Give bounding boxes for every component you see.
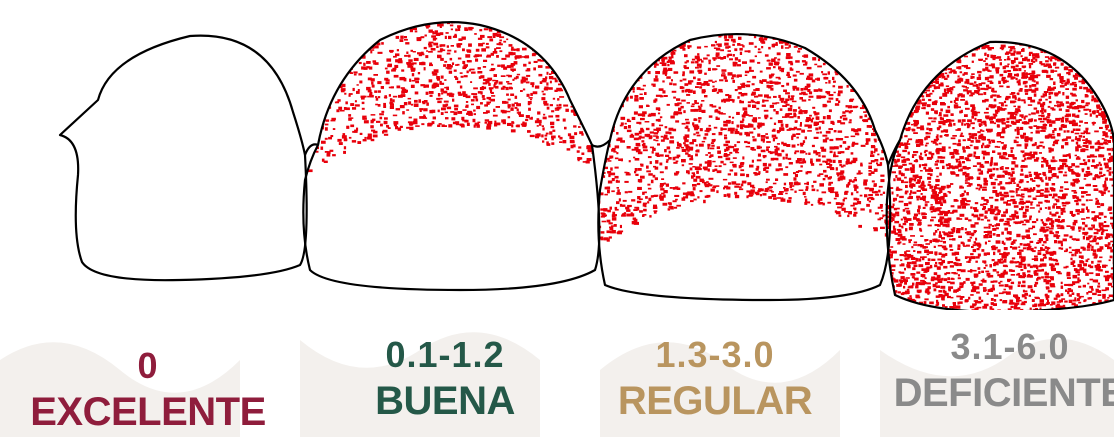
plaque-layer <box>303 22 1114 310</box>
score-buena: 0.1-1.2 <box>385 334 505 375</box>
tooth-outline-buena <box>302 21 601 292</box>
teeth-illustration <box>58 21 1114 310</box>
grade-deficiente: DEFICIENTE <box>893 371 1114 415</box>
score-deficiente: 3.1-6.0 <box>950 326 1070 367</box>
tooth-outline-excelente <box>58 34 308 282</box>
score-excelente: 0 <box>137 345 159 386</box>
category-excelente: 0 EXCELENTE <box>28 345 268 434</box>
gum-notch-1 <box>303 143 319 156</box>
grade-buena: BUENA <box>375 379 515 423</box>
plaque-buena <box>303 22 600 173</box>
plaque-regular <box>598 34 891 242</box>
grade-regular: REGULAR <box>617 379 813 423</box>
tooth-outline-regular <box>597 32 892 302</box>
gum-notch-3 <box>886 139 901 166</box>
category-deficiente: 3.1-6.0 DEFICIENTE <box>845 326 1114 415</box>
score-regular: 1.3-3.0 <box>655 334 775 375</box>
background-ornament <box>0 332 1114 437</box>
category-buena: 0.1-1.2 BUENA <box>330 334 560 423</box>
plaque-deficiente <box>886 41 1114 310</box>
category-regular: 1.3-3.0 REGULAR <box>590 334 840 423</box>
gum-notch-2 <box>591 139 611 148</box>
grade-excelente: EXCELENTE <box>30 390 266 434</box>
